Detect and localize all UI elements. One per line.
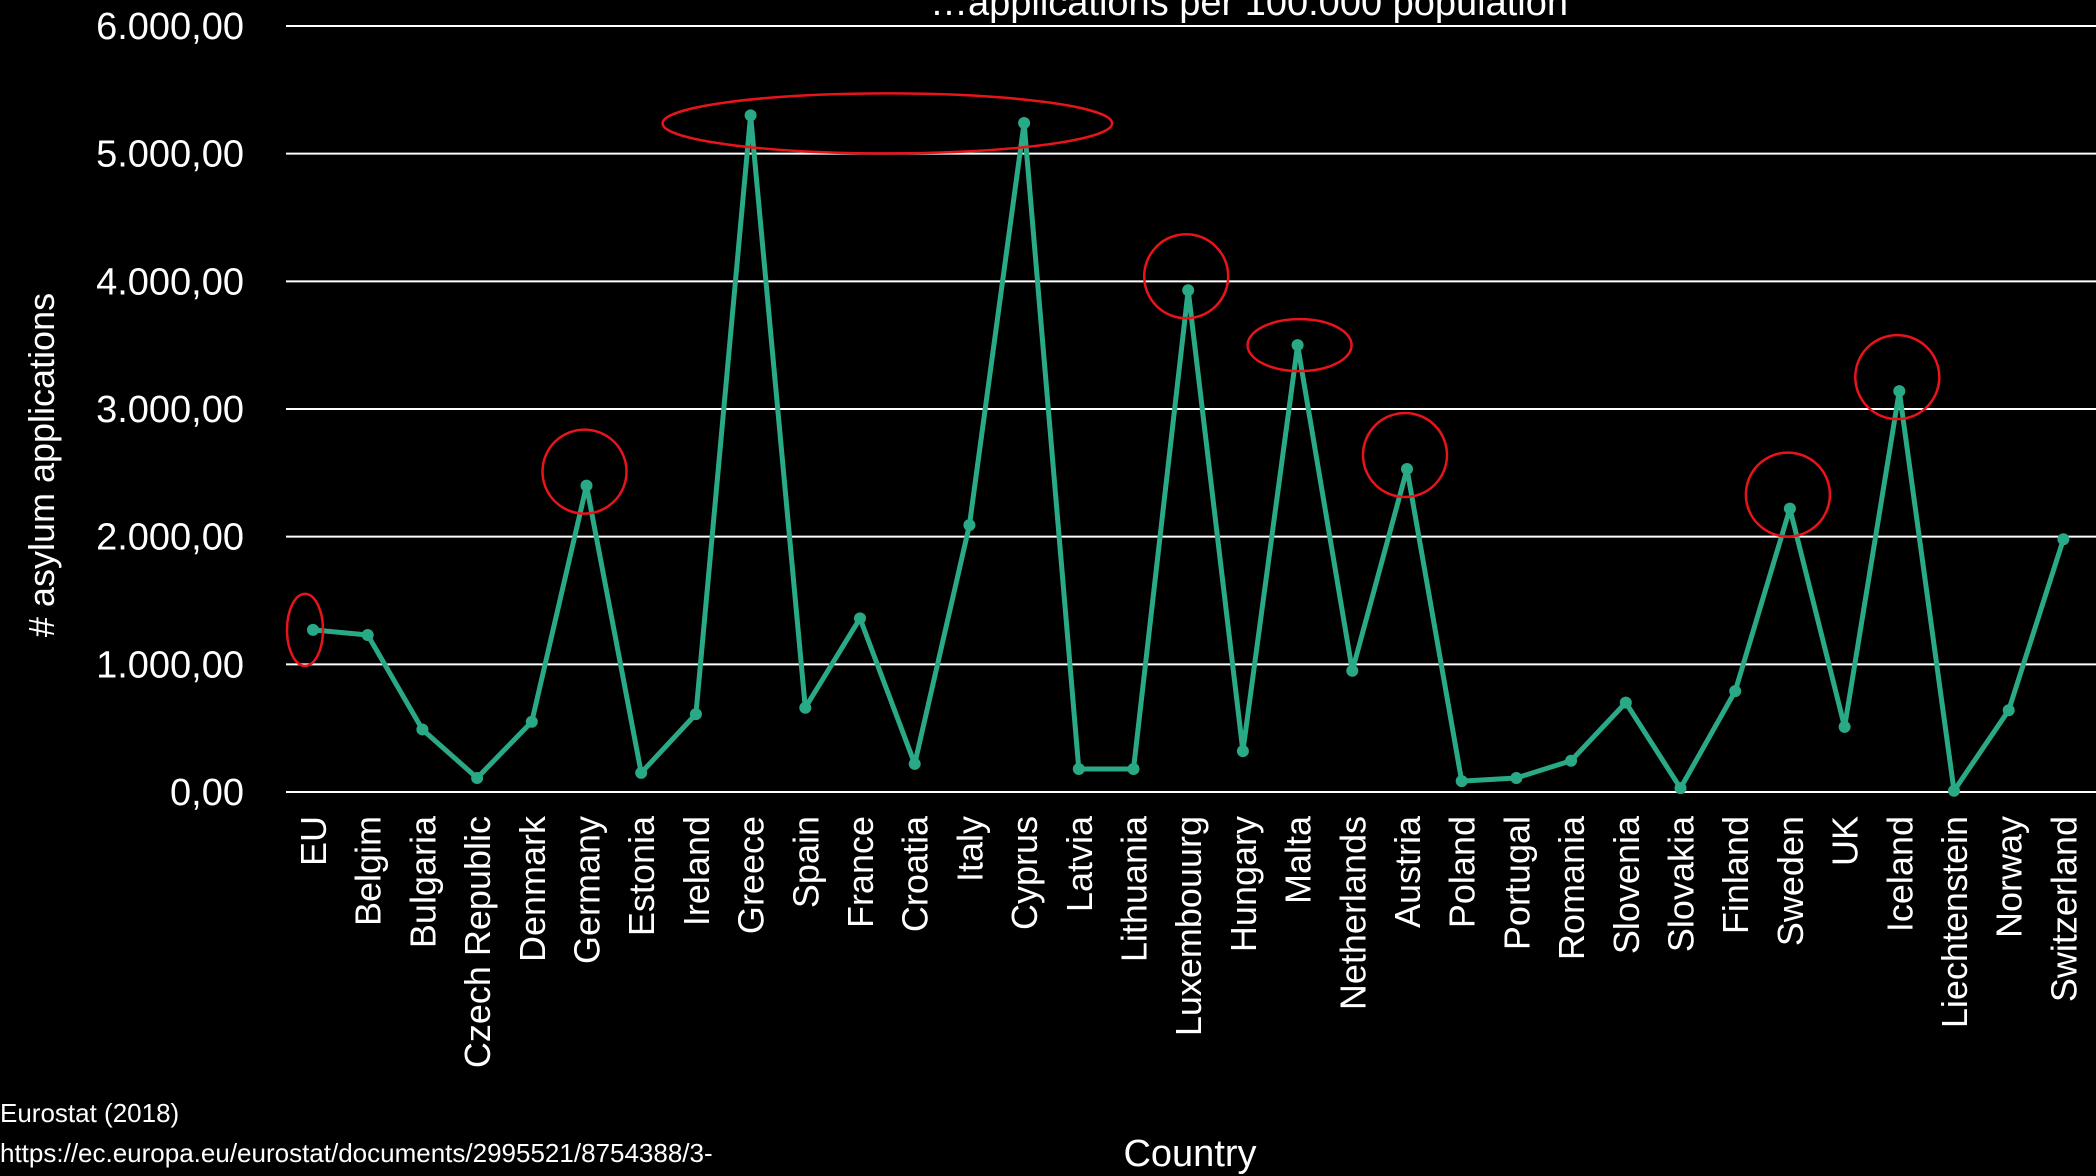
y-tick-label: 5.000,00 [96, 134, 244, 176]
x-tick-label: Greece [731, 816, 772, 934]
data-point [1838, 720, 1851, 733]
highlight-marks [285, 92, 1941, 668]
x-tick-label: Finland [1715, 816, 1756, 934]
data-point [1948, 784, 1960, 797]
x-tick-label: Estonia [621, 815, 662, 936]
x-tick-label: Iceland [1879, 816, 1920, 932]
data-point [1729, 685, 1742, 698]
data-point [854, 612, 866, 625]
x-tick-label: Netherlands [1332, 816, 1373, 1010]
data-point [2057, 533, 2070, 546]
data-point [361, 628, 374, 641]
data-point [1565, 754, 1578, 767]
x-tick-label: Romania [1551, 815, 1592, 960]
gridlines [286, 25, 2096, 793]
x-tick-label: Slovenia [1606, 815, 1647, 954]
x-tick-label: Belgim [348, 816, 389, 926]
x-tick-label: Denmark [512, 815, 553, 962]
highlight-ellipse [661, 92, 1114, 155]
data-point [2002, 704, 2015, 717]
data-point [1510, 771, 1523, 784]
x-tick-label: Liechtenstein [1934, 816, 1975, 1028]
y-tick-label: 0,00 [170, 772, 244, 814]
chart-title: …applications per 100.000 population [930, 0, 1569, 24]
source-url: https://ec.europa.eu/eurostat/documents/… [0, 1138, 713, 1168]
x-tick-label: Norway [1989, 816, 2030, 938]
data-point [1018, 117, 1031, 130]
x-tick-label: Germany [567, 816, 608, 964]
x-axis-label: Country [1123, 1133, 1256, 1175]
highlight-ellipse [285, 592, 325, 668]
data-point [525, 715, 538, 728]
x-tick-label: Luxembouurg [1168, 816, 1209, 1036]
data-point [1291, 339, 1304, 352]
x-tick-label: Spain [785, 816, 826, 908]
data-point [580, 479, 593, 492]
x-tick-label: Hungary [1223, 816, 1264, 952]
data-point [689, 708, 702, 721]
data-point [307, 623, 319, 636]
x-tick-label: Italy [949, 816, 990, 882]
data-point [416, 723, 429, 736]
data-point [1127, 763, 1140, 776]
x-tick-label: EU [293, 816, 334, 866]
data-point [635, 766, 648, 779]
data-point [1893, 385, 1906, 398]
x-tick-label: Slovakia [1661, 815, 1702, 952]
data-point [1072, 763, 1085, 776]
data-point [744, 109, 757, 122]
x-tick-label: Lithuania [1114, 815, 1155, 962]
highlight-ellipse [1142, 233, 1230, 320]
data-points [307, 109, 2070, 797]
data-point [1236, 745, 1249, 758]
data-point [471, 771, 484, 784]
y-tick-label: 1.000,00 [96, 644, 244, 686]
x-tick-label: UK [1825, 816, 1866, 866]
data-point [1346, 664, 1359, 677]
data-point [1455, 775, 1468, 788]
highlight-ellipse [1361, 411, 1449, 499]
x-tick-label: Poland [1442, 816, 1483, 928]
data-point [963, 519, 976, 532]
y-axis-label: # asylum applications [21, 293, 62, 637]
x-tick-label: Portugal [1496, 816, 1537, 950]
x-tick-label: Austria [1387, 815, 1428, 928]
y-tick-label: 2.000,00 [96, 517, 244, 559]
x-tick-labels: EU Belgim Bulgaria Czech Republic Denmark Ger… [293, 815, 2084, 1068]
data-point [1674, 782, 1687, 795]
x-tick-label: France [840, 816, 881, 928]
highlight-ellipse [1854, 333, 1941, 421]
highlight-ellipse [541, 428, 628, 515]
x-tick-label: Switzerland [2043, 816, 2084, 1002]
x-tick-label: Croatia [895, 815, 936, 932]
y-tick-label: 3.000,00 [96, 389, 244, 431]
x-tick-label: Cyprus [1004, 816, 1045, 930]
x-tick-label: Ireland [676, 816, 717, 926]
x-tick-label: Sweden [1770, 816, 1811, 946]
x-tick-label: Latvia [1059, 815, 1100, 912]
highlight-ellipse [1246, 317, 1353, 373]
data-point [1783, 502, 1796, 515]
x-tick-label: Bulgaria [402, 815, 443, 948]
series-line [310, 112, 2066, 794]
y-tick-labels: 0,00 1.000,00 2.000,00 3.000,00 4.000,00 5.00… [96, 6, 244, 814]
y-tick-label: 6.000,00 [96, 6, 244, 48]
data-point [1619, 696, 1632, 709]
data-point [1182, 284, 1195, 297]
x-tick-label: Czech Republic [457, 816, 498, 1068]
source-citation: Eurostat (2018) [0, 1098, 180, 1128]
highlight-ellipse [1744, 451, 1832, 538]
data-point [1401, 463, 1413, 476]
data-point [908, 757, 921, 770]
y-tick-label: 4.000,00 [96, 261, 244, 303]
x-tick-label: Malta [1278, 815, 1319, 904]
data-point [799, 701, 812, 714]
